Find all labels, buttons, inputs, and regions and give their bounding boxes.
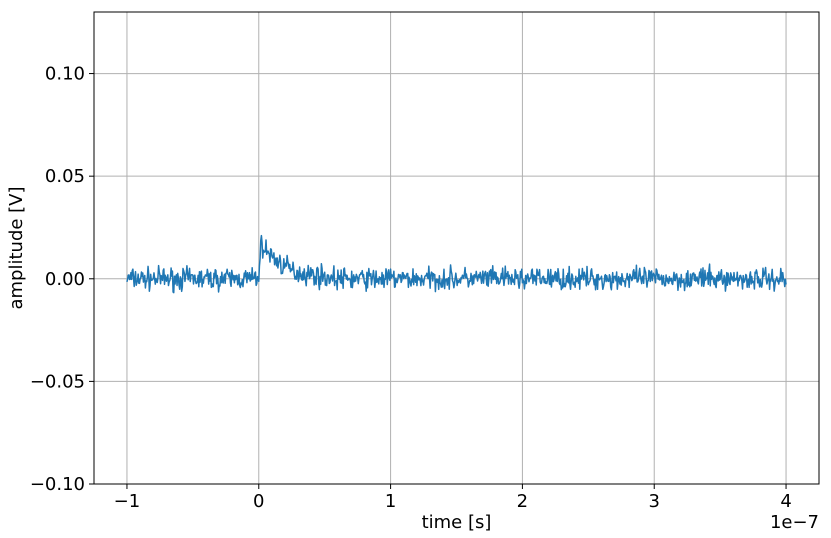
- y-tick-label: −0.05: [30, 371, 85, 392]
- y-tick-label: 0.10: [45, 64, 85, 85]
- x-tick-label: 3: [649, 491, 660, 512]
- series-line: [126, 234, 787, 294]
- x-axis-label: time [s]: [422, 512, 492, 533]
- grid-lines: [94, 12, 819, 485]
- y-tick-label: −0.10: [30, 474, 85, 495]
- x-tick-label: −1: [114, 491, 141, 512]
- x-axis-ticks: −1 0 1 2 3 4: [114, 484, 792, 512]
- y-tick-label: 0.00: [45, 269, 85, 290]
- axes-frame: [93, 11, 820, 485]
- x-tick-label: 2: [517, 491, 528, 512]
- y-axis-ticks: −0.10 −0.05 0.00 0.05 0.10: [30, 64, 94, 495]
- x-tick-label: 4: [780, 491, 791, 512]
- x-axis-offset-label: 1e−7: [770, 512, 819, 533]
- x-tick-label: 0: [253, 491, 264, 512]
- plot-area: [126, 234, 787, 294]
- y-axis-label: amplitude [V]: [6, 186, 27, 309]
- x-tick-label: 1: [385, 491, 396, 512]
- y-tick-label: 0.05: [45, 166, 85, 187]
